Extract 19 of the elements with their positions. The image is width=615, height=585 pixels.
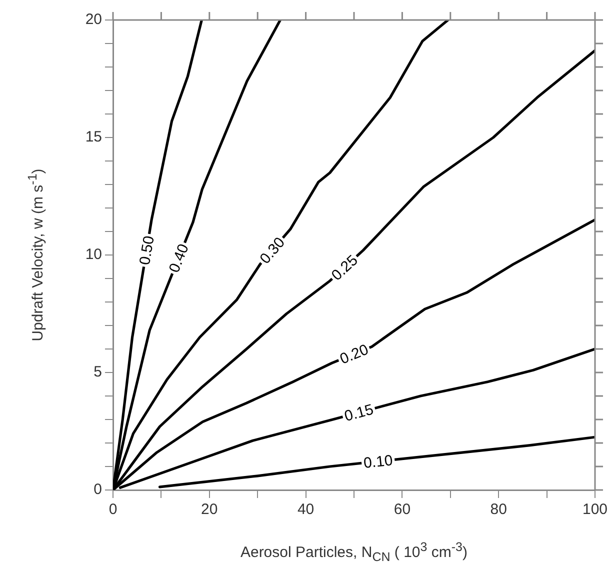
x-tick-label: 0 — [108, 501, 118, 518]
y-tick-label: 10 — [85, 246, 102, 264]
x-tick-label: 20 — [201, 501, 218, 518]
text: 0.50 — [136, 234, 158, 266]
text: 0.10 — [362, 452, 394, 472]
x-tick-label: 60 — [394, 501, 411, 518]
x-axis-title: Aerosol Particles, N$_{CN}$ ( 10$^{3}$ cm$^{-3}$) — [239, 540, 469, 564]
x-tick-label: 100 — [582, 501, 608, 518]
x-tick-label: 80 — [490, 501, 507, 518]
y-tick-label: 0 — [94, 481, 102, 498]
y-tick-label: 5 — [94, 364, 102, 381]
text: 0.15 — [342, 401, 376, 426]
y-tick-label: 20 — [85, 11, 102, 28]
text: 0.30 — [256, 234, 289, 268]
text: 0.40 — [166, 242, 192, 276]
x-tick-label: 40 — [297, 501, 314, 518]
text: 0.25 — [328, 252, 362, 284]
text: 0.20 — [338, 341, 371, 368]
y-tick-label: 15 — [85, 128, 102, 146]
